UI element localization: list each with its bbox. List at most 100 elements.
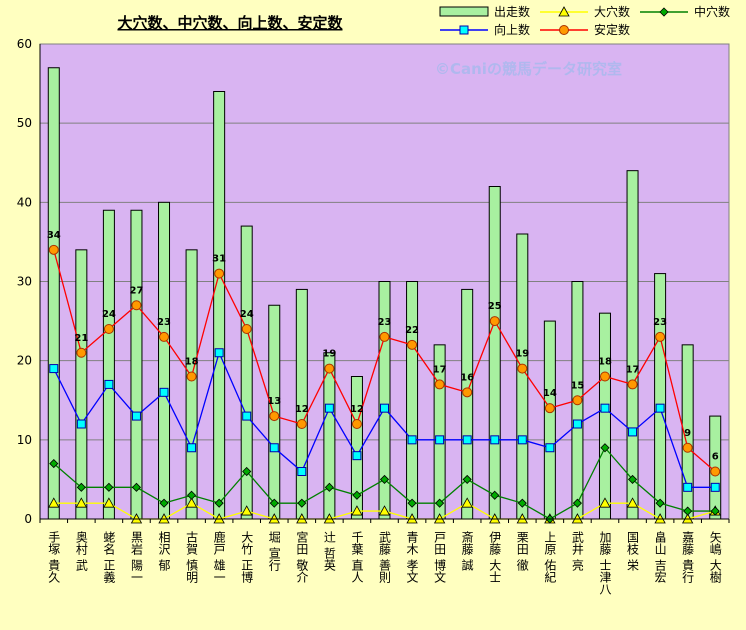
x-tick-label-15: 斎藤 誠 [460, 530, 474, 572]
x-tick-label-2: 蛯名 正義 [102, 531, 116, 583]
legend-label-4: 安定数 [594, 22, 630, 37]
data-label-3-8: 13 [267, 396, 281, 407]
x-tick-label-18: 上原 佑紀 [543, 531, 557, 583]
data-label-3-2: 24 [102, 309, 116, 320]
point-1-7 [242, 466, 252, 477]
point-1-6 [214, 498, 224, 508]
data-labels-layer: 34 21 24 27 23 18 31 24 13 12 19 12 23 22 17 16 25 19 14 15… [47, 230, 719, 463]
point-0-21 [626, 497, 639, 508]
point-1-17 [517, 498, 527, 508]
x-tick-label-0: 手塚 貴久 [47, 531, 61, 584]
point-1-0 [49, 459, 59, 469]
point-3-1 [76, 347, 87, 358]
point-1-11 [352, 490, 362, 500]
point-1-19 [572, 498, 582, 508]
bar-0-22 [654, 273, 667, 520]
legend-marker-2 [659, 7, 669, 17]
point-2-8 [269, 443, 279, 453]
y-tick-label-5: 50 [17, 116, 32, 130]
point-3-5 [186, 371, 197, 382]
x-axis: 手塚 貴久 奥村 武蛯名 正義 黒岩 陽一 相沢 郁古賀 慎明 鹿戸 雄一 大竹 正博堀 … [47, 530, 722, 595]
point-2-3 [131, 411, 141, 421]
point-3-23 [682, 442, 693, 453]
point-3-7 [241, 324, 252, 334]
point-2-23 [683, 482, 693, 492]
point-2-6 [214, 348, 224, 358]
point-3-3 [131, 300, 142, 311]
point-2-5 [187, 443, 197, 453]
bar-0-2 [102, 209, 115, 520]
x-tick-label-23: 嘉藤 貴行 [681, 531, 695, 583]
data-label-3-13: 22 [405, 325, 419, 336]
x-tick-label-14: 戸田 博文 [433, 531, 447, 583]
point-2-15 [462, 435, 472, 445]
x-tick-label-19: 武井 亮 [570, 531, 584, 571]
bar-0-21 [626, 170, 639, 520]
point-0-5 [185, 497, 198, 508]
point-2-12 [380, 403, 389, 413]
y-tick-label-2: 20 [17, 354, 32, 368]
point-1-5 [187, 490, 197, 500]
point-0-11 [351, 505, 363, 516]
x-tick-label-3: 黒岩 陽一 [129, 531, 143, 583]
point-2-0 [49, 364, 59, 374]
data-label-3-9: 12 [295, 404, 309, 415]
data-label-3-16: 25 [488, 301, 502, 312]
point-2-4 [159, 387, 169, 397]
point-2-16 [490, 435, 500, 445]
data-label-3-4: 23 [157, 317, 171, 328]
legend-label-0: 出走数 [494, 4, 530, 19]
bar-0-1 [75, 249, 88, 520]
point-2-20 [600, 403, 610, 413]
point-1-20 [600, 443, 610, 453]
point-1-1 [76, 482, 86, 492]
bar-0-15 [461, 288, 474, 520]
point-1-16 [490, 490, 500, 500]
data-label-3-24: 6 [712, 452, 719, 463]
data-label-3-7: 24 [240, 309, 254, 320]
data-label-3-0: 34 [47, 230, 61, 241]
data-label-3-1: 21 [74, 333, 88, 344]
bar-0-20 [598, 312, 611, 520]
point-2-10 [324, 403, 334, 413]
point-2-14 [435, 435, 445, 445]
point-3-4 [159, 331, 170, 342]
point-2-11 [352, 451, 362, 461]
data-label-3-21: 17 [626, 364, 640, 375]
point-3-2 [103, 324, 114, 334]
point-2-1 [76, 419, 86, 429]
point-3-17 [517, 363, 528, 374]
point-3-16 [489, 316, 500, 327]
bar-0-5 [185, 249, 198, 520]
point-2-13 [407, 435, 417, 445]
bar-0-6 [213, 91, 226, 520]
x-tick-label-11: 千葉 直人 [350, 531, 364, 583]
point-3-10 [324, 363, 335, 374]
point-3-19 [572, 395, 583, 406]
point-2-7 [242, 411, 252, 421]
y-tick-label-1: 10 [17, 433, 32, 447]
point-3-9 [296, 419, 307, 429]
bar-0-16 [488, 186, 501, 520]
point-3-12 [379, 331, 390, 342]
point-1-21 [627, 474, 638, 484]
point-1-8 [269, 498, 279, 508]
x-tick-label-7: 大竹 正博 [240, 531, 254, 583]
point-0-1 [75, 497, 88, 508]
data-label-3-14: 17 [433, 364, 447, 375]
bar-0-0 [47, 67, 60, 520]
bar-0-13 [406, 281, 419, 520]
data-label-3-20: 18 [598, 357, 612, 368]
x-tick-label-24: 矢嶋 大樹 [708, 531, 722, 583]
x-tick-label-9: 宮田 敬介 [295, 530, 309, 583]
point-2-9 [297, 467, 307, 476]
point-1-12 [379, 474, 390, 484]
x-tick-label-1: 奥村 武 [74, 531, 88, 571]
point-0-20 [599, 497, 611, 508]
bar-0-3 [130, 209, 143, 520]
y-tick-label-0: 0 [24, 512, 32, 526]
point-3-11 [351, 419, 362, 429]
x-tick-label-20: 加藤 士津八 [598, 531, 612, 595]
point-1-24 [710, 506, 720, 516]
